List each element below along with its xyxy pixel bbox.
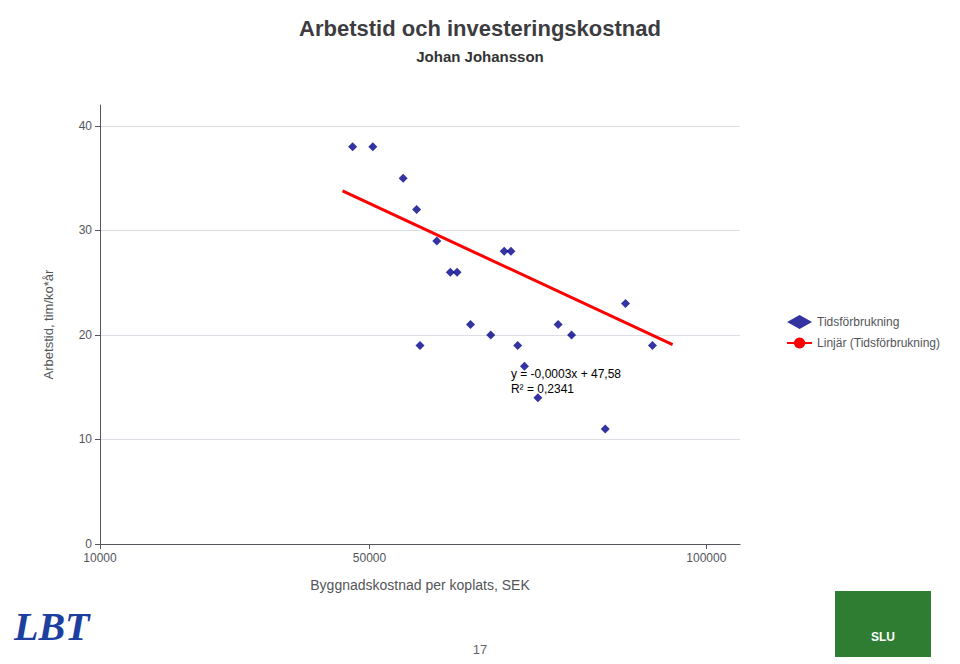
svg-text:100000: 100000 <box>686 551 726 565</box>
svg-text:50000: 50000 <box>353 551 387 565</box>
svg-text:SLU: SLU <box>871 630 895 644</box>
svg-text:Tidsförbrukning: Tidsförbrukning <box>817 315 899 329</box>
svg-text:y = -0,0003x + 47,58: y = -0,0003x + 47,58 <box>511 367 621 381</box>
svg-text:10: 10 <box>79 432 93 446</box>
svg-text:10000: 10000 <box>83 551 117 565</box>
svg-text:30: 30 <box>79 223 93 237</box>
svg-text:Arbetstid, tim/ko*år: Arbetstid, tim/ko*år <box>41 269 56 379</box>
svg-text:LBT: LBT <box>13 604 91 649</box>
svg-text:Linjär (Tidsförbrukning): Linjär (Tidsförbrukning) <box>817 336 940 350</box>
svg-text:Byggnadskostnad per koplats, S: Byggnadskostnad per koplats, SEK <box>310 577 530 593</box>
svg-text:R² = 0,2341: R² = 0,2341 <box>511 382 574 396</box>
svg-text:17: 17 <box>473 642 487 657</box>
svg-text:Arbetstid och investeringskost: Arbetstid och investeringskostnad <box>299 16 661 41</box>
svg-text:20: 20 <box>79 328 93 342</box>
svg-text:40: 40 <box>79 119 93 133</box>
svg-text:0: 0 <box>85 537 92 551</box>
svg-text:Johan Johansson: Johan Johansson <box>416 48 544 65</box>
